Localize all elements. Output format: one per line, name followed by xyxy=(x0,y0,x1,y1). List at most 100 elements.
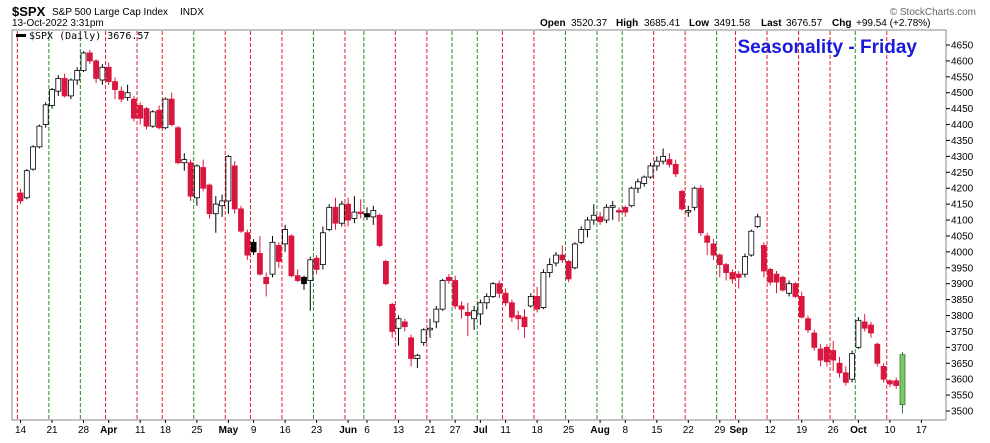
candle-body xyxy=(458,305,465,310)
candle-body xyxy=(86,52,93,62)
candle xyxy=(641,175,648,187)
y-tick-label: 3800 xyxy=(951,311,974,322)
candle xyxy=(635,178,641,193)
candle xyxy=(773,270,780,294)
candle-body xyxy=(830,350,837,361)
candle xyxy=(868,321,874,338)
candle xyxy=(565,259,572,283)
y-tick-label: 4150 xyxy=(951,200,974,211)
candle-body xyxy=(540,272,547,308)
candle-body xyxy=(23,170,30,199)
candle-body xyxy=(200,167,207,189)
candles xyxy=(17,49,906,414)
candle-body xyxy=(74,70,81,81)
candle-body xyxy=(439,280,446,310)
candle xyxy=(99,64,106,85)
candle-body xyxy=(99,66,106,81)
candle-body xyxy=(319,232,326,265)
candle xyxy=(427,318,433,338)
x-tick-label: 12 xyxy=(765,425,777,436)
high-label: High xyxy=(616,18,638,29)
candle-body xyxy=(263,276,270,285)
candle xyxy=(742,253,748,278)
last-label: Last xyxy=(761,18,782,29)
candle xyxy=(269,235,276,278)
candle-body xyxy=(294,275,301,281)
candle xyxy=(401,318,408,332)
candle-body xyxy=(452,280,459,307)
candle xyxy=(105,62,112,85)
candle-body xyxy=(609,205,616,208)
y-tick-label: 4400 xyxy=(951,120,974,131)
ticker-name: S&P 500 Large Cap Index xyxy=(52,7,168,18)
y-tick-label: 4100 xyxy=(951,216,974,227)
candle xyxy=(382,259,389,286)
x-tick-label: 11 xyxy=(500,425,511,436)
candle xyxy=(143,107,150,130)
x-tick-label: 15 xyxy=(651,425,663,436)
candle xyxy=(572,242,578,270)
candle-body xyxy=(779,276,786,291)
candle xyxy=(181,153,188,171)
candle xyxy=(162,97,169,130)
y-tick-label: 4250 xyxy=(951,168,974,179)
candle-body xyxy=(508,302,515,318)
candle xyxy=(49,87,55,109)
candle xyxy=(502,288,509,306)
candle-body xyxy=(546,264,553,273)
x-axis: 14 21 28 Apr 11 18 25 May 9 16 23 Jun 6 13 21 27 Jul 11 18… xyxy=(15,420,927,436)
candle xyxy=(452,275,459,310)
candle xyxy=(515,310,522,330)
candle-body xyxy=(345,203,352,221)
candle-body xyxy=(666,159,673,165)
candle-body xyxy=(156,109,163,129)
datetime-label: 13-Oct-2022 3:31pm xyxy=(12,18,104,29)
candle xyxy=(275,242,282,268)
candle-body xyxy=(742,256,748,275)
candle xyxy=(288,234,295,278)
candle xyxy=(546,258,553,278)
candle-body xyxy=(874,343,881,364)
candle-body xyxy=(767,268,774,283)
candle xyxy=(540,269,547,310)
candle-body xyxy=(124,92,131,98)
y-tick-label: 3900 xyxy=(951,279,974,290)
candle xyxy=(313,255,320,275)
candle-body xyxy=(301,276,307,285)
candle-body xyxy=(786,283,792,294)
candle xyxy=(464,302,471,337)
candle xyxy=(294,269,301,283)
candle-body xyxy=(616,210,622,213)
candle-body xyxy=(565,261,572,280)
candle xyxy=(364,207,370,221)
candle-body xyxy=(130,98,137,119)
candle xyxy=(508,299,515,322)
candle xyxy=(36,124,43,149)
candle-body xyxy=(231,165,238,210)
candle-body xyxy=(389,303,396,332)
candle-body xyxy=(578,229,585,243)
candle xyxy=(584,216,591,238)
legend-swatch xyxy=(16,34,26,37)
candle xyxy=(767,267,774,286)
candle xyxy=(855,317,862,349)
x-tick-label: 14 xyxy=(15,425,27,436)
candle-body xyxy=(798,296,805,318)
candle-body xyxy=(490,283,496,297)
candle-body xyxy=(471,310,478,320)
candle xyxy=(672,159,679,178)
candle-body xyxy=(282,229,289,245)
candle-body xyxy=(206,184,213,215)
candle xyxy=(256,235,263,276)
candle-body xyxy=(338,203,345,224)
candle-body xyxy=(842,372,849,383)
candle xyxy=(880,363,887,383)
x-tick-label: 29 xyxy=(714,425,726,436)
candle xyxy=(805,315,811,334)
candle xyxy=(830,340,837,372)
candle xyxy=(754,213,761,228)
x-tick-label: 6 xyxy=(364,425,370,436)
x-tick-label: 19 xyxy=(796,425,808,436)
candle-body xyxy=(269,241,276,275)
candle xyxy=(376,213,383,248)
